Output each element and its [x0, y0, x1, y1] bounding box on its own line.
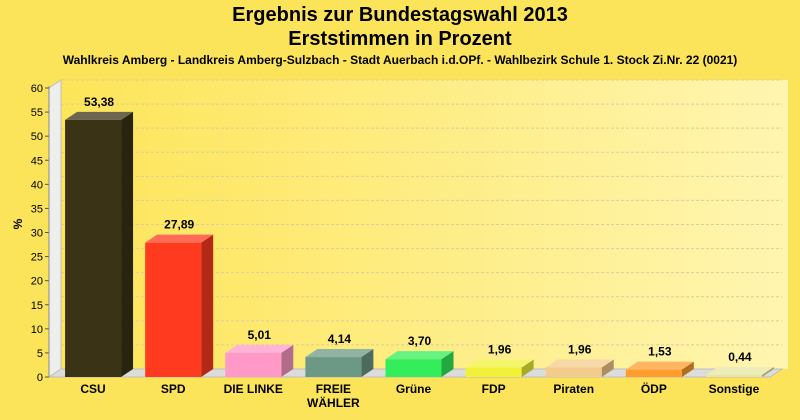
x-tick-label: DIE LINKE	[224, 382, 283, 396]
y-tick-label: 35	[31, 203, 43, 215]
x-tick-label: FDP	[482, 382, 506, 396]
bar-top	[65, 111, 134, 120]
bar-front	[545, 367, 602, 377]
bar-front	[225, 352, 282, 377]
y-tick-label: 45	[31, 155, 43, 167]
x-tick-label: Grüne	[396, 382, 432, 396]
bar-die-linke	[225, 344, 294, 377]
bar-fdp	[465, 359, 534, 377]
bar-side	[601, 359, 614, 377]
data-label: 1,96	[488, 343, 512, 357]
x-tick-label: Sonstige	[709, 382, 760, 396]
bar-front	[305, 357, 362, 377]
bar-top	[385, 351, 454, 360]
plot-side-wall	[48, 79, 62, 378]
data-label: 27,89	[164, 218, 194, 232]
y-tick-label: 0	[37, 372, 43, 384]
bar-side	[201, 234, 214, 377]
bar-piraten	[545, 359, 614, 377]
data-label: 53,38	[84, 95, 114, 109]
bar-top	[625, 361, 694, 370]
bar-top	[465, 359, 534, 368]
y-tick-label: 20	[31, 276, 43, 288]
bar-csu	[65, 111, 134, 378]
bar-top	[305, 349, 374, 358]
x-tick-label: Piraten	[553, 382, 594, 396]
data-label: 1,96	[568, 343, 592, 357]
y-tick-label: 30	[31, 228, 43, 240]
bar-grüne	[385, 351, 454, 377]
bar-front	[625, 369, 682, 377]
y-tick-label: 15	[31, 300, 43, 312]
bar-top	[545, 359, 614, 368]
chart-title-line2: Erststimmen in Prozent	[288, 28, 512, 50]
bar-spd	[145, 234, 214, 377]
bar-side	[761, 366, 774, 377]
y-tick-label: 55	[31, 107, 43, 119]
x-tick-label: ÖDP	[641, 381, 667, 396]
y-tick-label: 5	[37, 348, 43, 360]
bar-front	[385, 359, 442, 377]
data-label: 0,44	[728, 350, 752, 364]
y-tick-label: 40	[31, 179, 43, 191]
data-label: 1,53	[648, 345, 672, 359]
y-tick-label: 60	[31, 83, 43, 95]
bar-top	[225, 344, 294, 353]
bar-freie-wähler	[305, 349, 374, 377]
bar-side	[681, 361, 694, 377]
data-label: 4,14	[328, 332, 352, 346]
bar-top	[145, 234, 214, 243]
x-tick-label: CSU	[80, 382, 105, 396]
chart-title: Ergebnis zur Bundestagswahl 2013	[232, 4, 568, 26]
chart-subtitle: Wahlkreis Amberg - Landkreis Amberg-Sulz…	[62, 53, 738, 67]
data-label: 5,01	[248, 328, 272, 342]
y-tick-label: 50	[31, 131, 43, 143]
bar-front	[145, 242, 202, 377]
bar-front	[465, 367, 522, 377]
x-tick-label: FREIE WÄHLER	[307, 382, 360, 410]
bar-ödp	[625, 361, 694, 377]
y-axis-label: %	[11, 218, 25, 229]
x-tick-label: SPD	[161, 382, 186, 396]
bar-front	[705, 374, 762, 377]
bar-side	[521, 359, 534, 377]
bar-side	[121, 111, 134, 378]
bar-front	[65, 119, 122, 378]
y-tick-label: 10	[31, 324, 43, 336]
bar-side	[281, 344, 294, 377]
bar-sonstige	[705, 366, 774, 377]
data-label: 3,70	[408, 334, 432, 348]
bar-side	[441, 351, 454, 377]
bar-top	[705, 366, 774, 375]
bar-side	[361, 349, 374, 377]
y-tick-label: 25	[31, 252, 43, 264]
